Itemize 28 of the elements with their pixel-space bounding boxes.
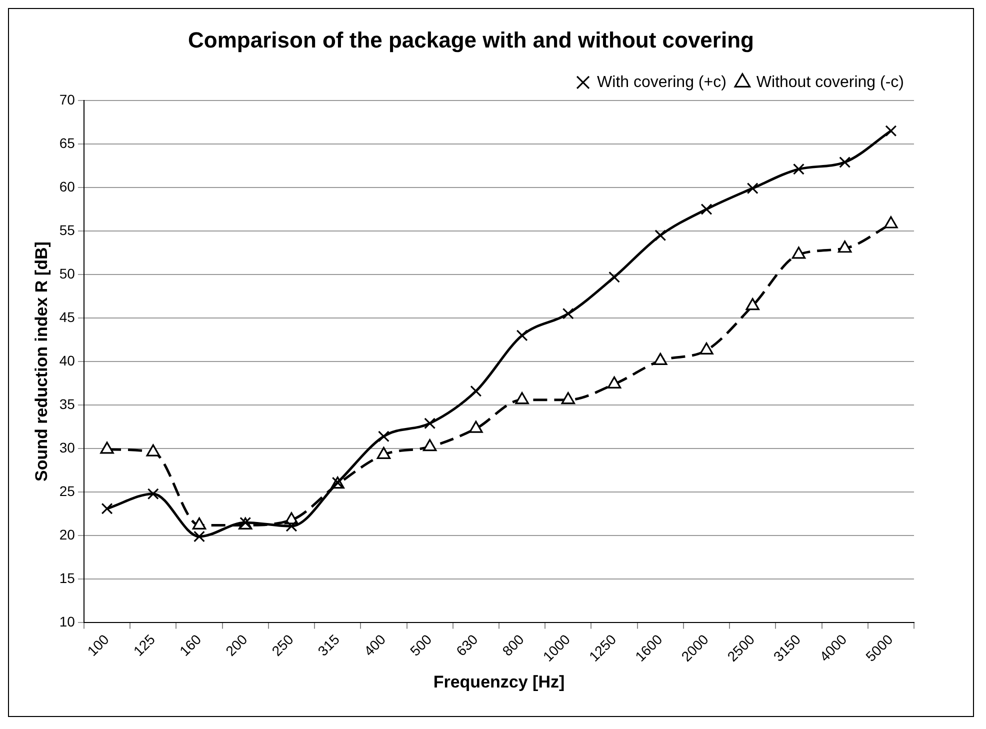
y-tick-label: 55 xyxy=(59,222,76,238)
y-tick-label: 35 xyxy=(59,396,76,412)
chart-title: Comparison of the package with and without covering xyxy=(188,27,754,52)
x-tick-label: 100 xyxy=(84,631,112,660)
y-tick-label: 25 xyxy=(59,482,76,499)
x-tick-label: 315 xyxy=(314,631,343,660)
x-tick-label: 500 xyxy=(406,631,435,660)
legend-label: With covering (+c) xyxy=(597,74,726,91)
y-tick-label: 45 xyxy=(59,308,76,325)
x-tick-label: 800 xyxy=(499,631,528,660)
x-tick-label: 630 xyxy=(452,631,481,660)
x-tick-label: 160 xyxy=(176,631,204,660)
x-tick-label: 200 xyxy=(222,631,250,660)
x-axis-title: Frequenzcy [Hz] xyxy=(433,672,565,692)
legend-label: Without covering (-c) xyxy=(756,74,904,91)
x-tick-label: 400 xyxy=(360,631,389,660)
y-tick-label: 65 xyxy=(59,134,76,151)
x-tick-label: 125 xyxy=(130,631,158,660)
y-tick-label: 10 xyxy=(59,614,76,630)
y-tick-label: 60 xyxy=(59,178,76,194)
y-axis-title: Sound reduction index R [dB] xyxy=(32,242,51,482)
y-tick-label: 15 xyxy=(59,570,76,586)
y-tick-label: 20 xyxy=(59,526,76,543)
x-tick-label: 250 xyxy=(268,631,296,660)
y-tick-label: 70 xyxy=(59,91,76,108)
y-tick-label: 30 xyxy=(59,439,76,456)
y-tick-label: 40 xyxy=(59,352,76,368)
y-tick-label: 50 xyxy=(59,265,76,282)
